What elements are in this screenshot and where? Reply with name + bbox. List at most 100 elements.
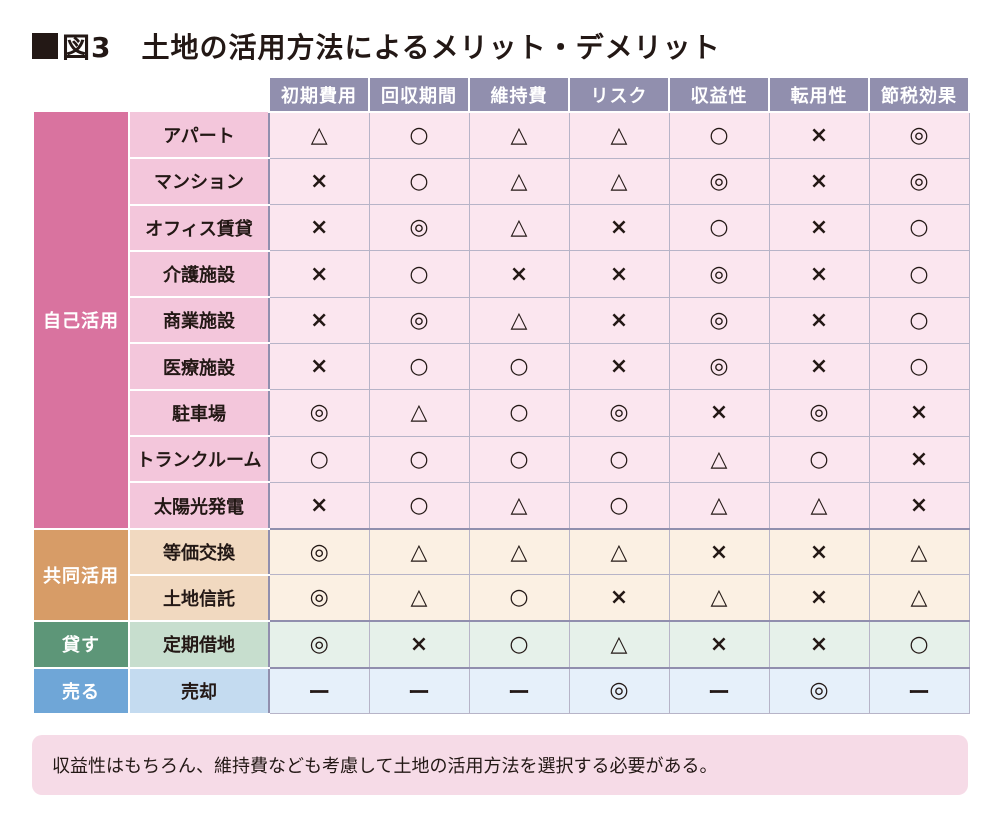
rating-cell: △ [569, 112, 670, 159]
rating-cell: ◎ [669, 343, 770, 391]
rating-cell: ー [269, 666, 370, 715]
rating-cell: △ [469, 158, 570, 206]
rating-cell: ◎ [769, 389, 870, 437]
rating-cell: ○ [369, 112, 470, 159]
rating-cell: △ [569, 527, 670, 576]
rating-cell: △ [869, 574, 970, 622]
footnote: 収益性はもちろん、維持費なども考慮して土地の活用方法を選択する必要がある。 [32, 735, 968, 795]
header-row: 初期費用 回収期間 維持費 リスク 収益性 転用性 節税効果 [34, 78, 970, 113]
rating-cell: △ [669, 482, 770, 530]
category-label: 共同活用 [34, 527, 130, 623]
header-blank [34, 78, 269, 112]
rating-cell: × [769, 250, 870, 298]
method-label: 商業施設 [129, 297, 270, 345]
rating-cell: ◎ [269, 527, 370, 576]
rating-cell: ○ [469, 343, 570, 391]
table-row: 土地信託 ◎ △ ○ × △ × △ [34, 574, 970, 623]
rating-cell: × [769, 158, 870, 206]
table-row: 駐車場 ◎ △ ○ ◎ × ◎ × [34, 389, 970, 438]
rating-cell: × [269, 204, 370, 252]
table-row: オフィス賃貸 × ◎ △ × ○ × ○ [34, 204, 970, 252]
rating-cell: △ [469, 112, 570, 159]
rating-cell: ○ [869, 343, 970, 391]
method-label: オフィス賃貸 [129, 204, 270, 252]
method-label: 医療施設 [129, 343, 270, 391]
rating-cell: ○ [469, 389, 570, 437]
table-row: トランクルーム ○ ○ ○ ○ △ ○ × [34, 436, 970, 484]
rating-cell: ○ [769, 436, 870, 483]
table-row: 売る 売却ーーー ◎ ー ◎ ー [34, 666, 970, 715]
rating-cell: ○ [369, 482, 470, 530]
rating-cell: × [769, 112, 870, 159]
column-header: 収益性 [668, 78, 770, 113]
rating-cell: △ [669, 436, 770, 483]
rating-cell: × [869, 436, 970, 483]
rating-cell: ◎ [669, 297, 770, 344]
rating-cell: × [769, 204, 870, 252]
rating-cell: ○ [369, 158, 470, 206]
rating-cell: △ [569, 158, 670, 206]
rating-cell: △ [469, 204, 570, 252]
rating-cell: × [669, 389, 770, 437]
column-header: 節税効果 [868, 78, 970, 113]
rating-cell: ◎ [369, 204, 470, 252]
table-row: 商業施設 × ◎ △ × ◎ × ○ [34, 297, 970, 345]
method-label: 介護施設 [129, 250, 270, 299]
column-header: 維持費 [468, 78, 570, 113]
method-label: 駐車場 [129, 389, 270, 438]
rating-cell: ◎ [669, 250, 770, 298]
category-label: 売る [34, 666, 130, 715]
rating-cell: △ [469, 482, 570, 530]
rating-cell: × [269, 297, 370, 344]
rating-cell: ー [369, 666, 470, 715]
figure-title-text: 土地の活用方法によるメリット・デメリット [141, 31, 721, 64]
rating-cell: ○ [869, 204, 970, 252]
table-row: 介護施設 × ○ × × ◎ × ○ [34, 250, 970, 299]
rating-cell: ○ [469, 620, 570, 669]
rating-cell: ○ [269, 436, 370, 483]
rating-cell: ○ [669, 112, 770, 159]
rating-cell: × [269, 482, 370, 530]
rating-cell: × [469, 250, 570, 298]
rating-cell: ◎ [769, 666, 870, 715]
comparison-table: 初期費用 回収期間 維持費 リスク 収益性 転用性 節税効果 自己活用 アパート △… [34, 78, 970, 715]
rating-cell: △ [469, 297, 570, 344]
rating-cell: × [869, 482, 970, 530]
rating-cell: △ [369, 389, 470, 437]
rating-cell: × [769, 527, 870, 576]
rating-cell: × [569, 204, 670, 252]
method-label: 太陽光発電 [129, 482, 270, 530]
rating-cell: ◎ [569, 389, 670, 437]
rating-cell: ○ [469, 574, 570, 622]
rating-cell: △ [869, 527, 970, 576]
method-label: 等価交換 [129, 527, 270, 576]
rating-cell: △ [769, 482, 870, 530]
rating-cell: ◎ [869, 112, 970, 159]
rating-cell: △ [369, 574, 470, 622]
table-row: 貸す 定期借地 ◎ × ○ △ × × ○ [34, 620, 970, 669]
rating-cell: × [669, 620, 770, 669]
rating-cell: × [769, 620, 870, 669]
column-header: 初期費用 [268, 78, 370, 113]
rating-cell: ー [469, 666, 570, 715]
column-header: 転用性 [768, 78, 870, 113]
rating-cell: ○ [569, 482, 670, 530]
category-label: 貸す [34, 620, 130, 669]
method-label: 売却 [129, 666, 270, 715]
rating-cell: △ [369, 527, 470, 576]
method-label: トランクルーム [129, 436, 270, 484]
rating-cell: △ [469, 527, 570, 576]
rating-cell: ◎ [269, 389, 370, 437]
rating-cell: ◎ [869, 158, 970, 206]
figure-number: 図3 [62, 31, 112, 64]
table-row: 自己活用 アパート △ ○ △ △ ○ × ◎ [34, 112, 970, 530]
rating-cell: ー [869, 666, 970, 715]
table-row: 太陽光発電 × ○ △ ○ △ △ × [34, 482, 970, 530]
rating-cell: × [769, 574, 870, 622]
rating-cell: ◎ [269, 620, 370, 669]
rating-cell: × [569, 343, 670, 391]
rating-cell: × [269, 343, 370, 391]
category-label: 自己活用 [34, 112, 130, 530]
rating-cell: △ [569, 620, 670, 669]
rating-cell: × [569, 297, 670, 344]
